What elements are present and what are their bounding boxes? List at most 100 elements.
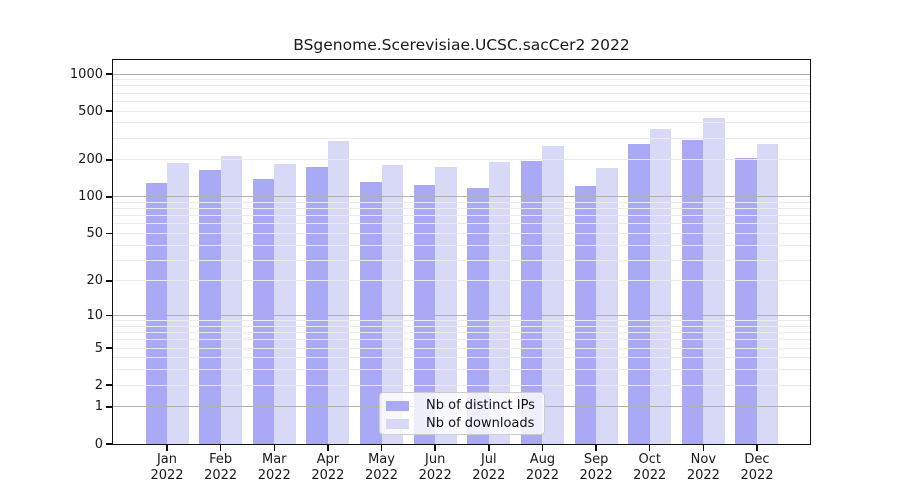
x-tick-mark-aug (541, 445, 544, 451)
minor-gridline-2 (113, 384, 810, 386)
bar-distinct-ips-may (360, 181, 382, 444)
minor-gridline-90 (113, 201, 810, 203)
x-tick-label-nov: Nov 2022 (671, 452, 735, 484)
x-tick-label-jul: Jul 2022 (457, 452, 521, 484)
y-tick-label-1000: 1000 (69, 66, 103, 82)
minor-gridline-80 (113, 208, 810, 210)
minor-gridline-800 (113, 85, 810, 87)
minor-gridline-50 (113, 232, 810, 234)
bar-downloads-sep (596, 168, 618, 444)
legend-swatch-distinct-ips (386, 400, 409, 411)
bar-distinct-ips-feb (199, 169, 221, 444)
y-tick-label-5: 5 (94, 340, 103, 356)
bar-downloads-jun (435, 166, 457, 444)
bar-distinct-ips-sep (574, 185, 597, 444)
bar-distinct-ips-oct (628, 143, 650, 444)
x-tick-mark-apr (327, 445, 329, 451)
x-tick-label-feb: Feb 2022 (189, 452, 253, 484)
x-tick-mark-feb (219, 445, 222, 451)
x-tick-year: 2022 (364, 468, 399, 483)
y-tick-label-50: 50 (86, 225, 103, 241)
bar-distinct-ips-jan (145, 182, 167, 444)
legend-label-downloads: Nb of downloads (426, 416, 535, 431)
y-tick-mark-10 (106, 314, 113, 317)
x-tick-label-oct: Oct 2022 (618, 452, 682, 484)
x-tick-label-dec: Dec 2022 (725, 452, 789, 484)
plot-area (111, 58, 811, 445)
x-tick-year: 2022 (204, 468, 238, 483)
minor-gridline-6 (113, 339, 810, 341)
minor-gridline-8 (113, 325, 810, 327)
minor-gridline-4 (113, 357, 810, 359)
y-tick-label-200: 200 (78, 152, 103, 168)
minor-gridline-7 (113, 332, 810, 334)
minor-gridline-300 (113, 137, 810, 139)
x-tick-year: 2022 (257, 468, 291, 483)
y-tick-mark-200 (106, 159, 113, 161)
x-tick-year: 2022 (740, 468, 774, 483)
x-tick-year: 2022 (150, 468, 184, 483)
grid-layer (113, 60, 810, 444)
minor-gridline-700 (113, 92, 810, 94)
bar-downloads-apr (327, 140, 350, 444)
y-tick-label-500: 500 (78, 103, 103, 119)
x-tick-year: 2022 (418, 468, 452, 483)
major-gridline-1000 (113, 73, 810, 75)
x-tick-mark-nov (702, 445, 705, 451)
legend: Nb of distinct IPs Nb of downloads (379, 392, 545, 435)
y-tick-mark-1000 (106, 73, 113, 75)
x-tick-year: 2022 (686, 468, 720, 483)
bar-downloads-dec (756, 143, 779, 444)
minor-gridline-600 (113, 100, 810, 102)
x-tick-label-apr: Apr 2022 (296, 452, 360, 484)
x-tick-mark-jun (434, 445, 436, 451)
minor-gridline-30 (113, 259, 810, 261)
minor-gridline-70 (113, 215, 810, 217)
y-tick-mark-2 (106, 384, 113, 386)
bar-downloads-oct (649, 129, 672, 444)
x-tick-label-may: May 2022 (350, 452, 414, 484)
x-tick-mark-may (380, 445, 383, 451)
x-tick-year: 2022 (472, 468, 506, 483)
bar-downloads-feb (220, 155, 243, 444)
minor-gridline-500 (113, 110, 810, 112)
y-tick-mark-5 (106, 347, 113, 349)
chart-title: BSgenome.Scerevisiae.UCSC.sacCer2 2022 (293, 36, 630, 54)
y-tick-label-1: 1 (94, 399, 103, 415)
x-tick-label-sep: Sep 2022 (564, 452, 628, 484)
y-tick-mark-100 (106, 196, 113, 198)
y-tick-mark-0 (106, 443, 113, 445)
x-tick-year: 2022 (525, 468, 559, 483)
minor-gridline-9 (113, 320, 810, 322)
x-tick-mark-sep (595, 445, 597, 451)
minor-gridline-60 (113, 223, 810, 225)
minor-gridline-20 (113, 280, 810, 282)
y-tick-label-100: 100 (78, 189, 103, 205)
bar-downloads-jul (488, 162, 511, 444)
y-tick-mark-20 (106, 280, 113, 282)
x-tick-mark-jan (166, 445, 168, 451)
minor-gridline-200 (113, 159, 810, 161)
y-tick-label-20: 20 (86, 273, 103, 289)
legend-item-distinct-ips: Nb of distinct IPs (386, 397, 544, 414)
x-tick-label-jun: Jun 2022 (403, 452, 467, 484)
minor-gridline-40 (113, 244, 810, 246)
y-tick-mark-500 (106, 110, 113, 112)
y-tick-label-10: 10 (86, 308, 103, 324)
minor-gridline-400 (113, 122, 810, 124)
minor-gridline-5 (113, 347, 810, 349)
bar-distinct-ips-aug (520, 161, 543, 444)
minor-gridline-900 (113, 79, 810, 81)
legend-item-downloads: Nb of downloads (386, 415, 544, 432)
x-tick-year: 2022 (579, 468, 613, 483)
legend-swatch-downloads (386, 418, 409, 429)
x-tick-mark-dec (756, 445, 758, 451)
major-gridline-100 (113, 196, 810, 198)
x-tick-label-jan: Jan 2022 (135, 452, 199, 484)
bar-distinct-ips-dec (735, 157, 757, 444)
bar-distinct-ips-jun (413, 184, 436, 444)
y-tick-label-0: 0 (94, 436, 103, 452)
bar-downloads-may (381, 164, 404, 444)
x-tick-label-aug: Aug 2022 (510, 452, 574, 484)
